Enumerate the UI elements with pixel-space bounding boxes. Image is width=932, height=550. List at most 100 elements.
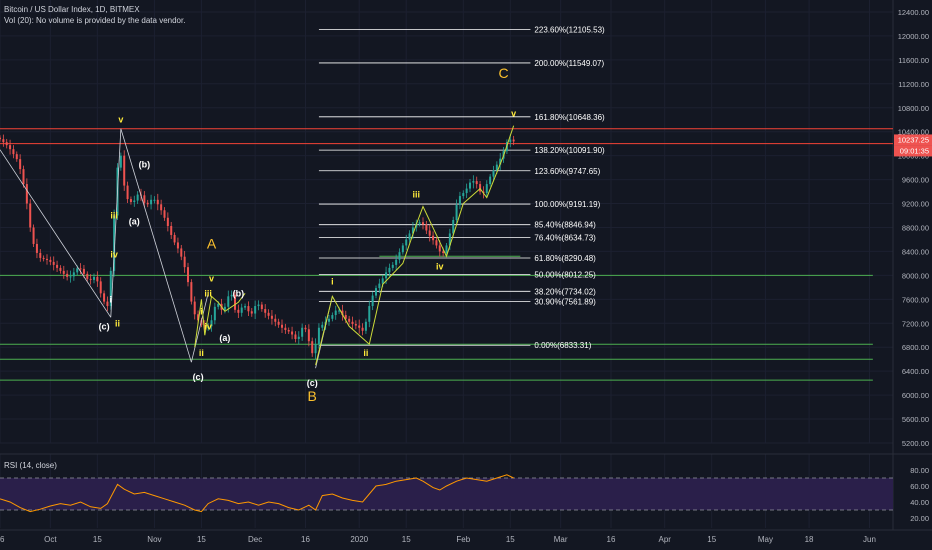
wave-label: v: [511, 109, 516, 119]
candle-body: [277, 321, 280, 325]
candle-body: [374, 288, 378, 296]
candle-body: [79, 268, 82, 270]
time-axis-tick: Nov: [147, 535, 161, 544]
candle-body: [146, 202, 149, 205]
wave-label: ii: [199, 348, 204, 358]
fib-level-label: 76.40%(8634.73): [534, 233, 596, 242]
candle-body: [351, 321, 354, 325]
candle-body: [133, 200, 136, 203]
candle-body: [287, 330, 290, 332]
countdown-text: 09:01:35: [900, 146, 929, 155]
fib-level-label: 223.60%(12105.53): [534, 26, 605, 35]
fib-level-label: 138.20%(10091.90): [534, 146, 605, 155]
candle-body: [193, 301, 196, 315]
candle-body: [237, 309, 240, 313]
price-axis-tick: 5200.00: [902, 439, 929, 448]
candle-body: [489, 176, 492, 185]
wave-label: iii: [204, 288, 212, 298]
candle-body: [180, 248, 183, 257]
candle-body: [321, 324, 324, 328]
candle-body: [294, 334, 297, 339]
candle-body: [264, 309, 267, 313]
candle-body: [66, 273, 69, 277]
price-axis-tick: 10400.00: [898, 128, 929, 137]
candle-body: [99, 281, 102, 294]
candle-body: [438, 245, 441, 252]
time-axis-tick: 15: [506, 535, 515, 544]
candle-body: [170, 225, 173, 235]
candle-body: [314, 344, 317, 354]
fib-level-label: 38.20%(7734.02): [534, 287, 596, 296]
wave-path-1: [194, 293, 246, 348]
candle-body: [499, 158, 502, 165]
candle-body: [103, 293, 106, 302]
abc-wave-label: C: [499, 65, 509, 81]
candle-body: [421, 222, 425, 225]
time-axis-tick: Mar: [554, 535, 568, 544]
wave-label: i: [110, 294, 113, 304]
candle-body: [291, 331, 294, 335]
candle-body: [274, 318, 277, 322]
price-axis-tick: 12400.00: [898, 8, 929, 17]
candle-body: [86, 273, 89, 279]
candle-body: [465, 188, 468, 194]
price-axis-tick: 11200.00: [898, 80, 929, 89]
candle-body: [240, 307, 243, 313]
rsi-axis-tick: 20.00: [910, 514, 929, 523]
candle-body: [395, 259, 398, 265]
candle-body: [22, 169, 25, 185]
candle-body: [492, 170, 495, 177]
candle-body: [197, 314, 200, 321]
rsi-label: RSI (14, close): [4, 461, 57, 470]
candle-body: [153, 199, 156, 201]
candle-body: [257, 304, 260, 307]
candle-body: [230, 294, 233, 297]
last-price-text: 10237.25: [898, 135, 929, 144]
time-axis-tick: Oct: [44, 535, 57, 544]
candle-body: [432, 235, 435, 241]
wave-label: iv: [436, 261, 444, 271]
candle-body: [203, 324, 206, 328]
time-axis-tick: 15: [93, 535, 102, 544]
candle-body: [82, 268, 85, 274]
countdown-badge: [894, 145, 932, 157]
candle-body: [173, 234, 176, 243]
candle-body: [227, 296, 230, 307]
candle-body: [378, 283, 381, 289]
candle-body: [15, 154, 18, 160]
abc-wave-label: B: [308, 388, 317, 404]
candle-body: [462, 193, 465, 197]
candle-body: [32, 227, 35, 244]
candle-body: [301, 327, 304, 337]
chart-header: Bitcoin / US Dollar Index, 1D, BITMEX Vo…: [4, 4, 185, 26]
candle-body: [364, 321, 367, 331]
candle-body: [468, 182, 472, 189]
candle-body: [183, 256, 186, 268]
time-axis-tick: 16: [0, 535, 5, 544]
volume-note: Vol (20): No volume is provided by the d…: [4, 16, 186, 25]
candle-body: [388, 267, 391, 273]
candle-body: [247, 306, 250, 312]
rsi-axis-tick: 80.00: [910, 466, 929, 475]
candle-body: [334, 310, 337, 316]
time-axis-tick: Apr: [658, 535, 671, 544]
candle-body: [223, 306, 226, 310]
candle-body: [136, 194, 139, 201]
price-axis-tick: 12000.00: [898, 32, 929, 41]
candle-body: [331, 315, 334, 319]
candle-body: [72, 272, 75, 277]
candle-body: [39, 252, 42, 258]
wave-label: (c): [99, 321, 110, 331]
fib-level-label: 61.80%(8290.48): [534, 254, 596, 263]
candle-body: [176, 242, 179, 249]
candle-body: [284, 327, 287, 331]
time-axis-tick: Dec: [248, 535, 262, 544]
candle-body: [381, 278, 384, 284]
candle-body: [12, 149, 15, 155]
time-axis-tick: 15: [402, 535, 411, 544]
candle-body: [358, 325, 361, 328]
candle-body: [304, 327, 307, 330]
candle-body: [126, 185, 129, 200]
time-axis-tick: 16: [301, 535, 310, 544]
